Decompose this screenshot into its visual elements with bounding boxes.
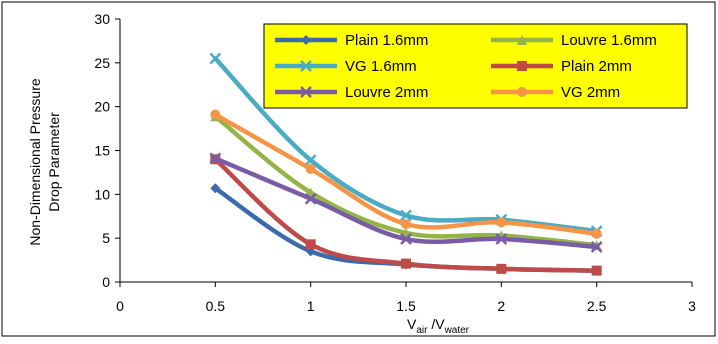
data-point	[210, 109, 221, 120]
marker-stroke	[590, 241, 603, 253]
legend-swatch-marker	[517, 87, 527, 97]
legend-label: Plain 2mm	[561, 58, 632, 75]
legend-swatch-marker	[301, 35, 311, 45]
data-point	[305, 239, 316, 250]
data-point	[495, 233, 508, 245]
series-layer	[209, 52, 603, 276]
data-point	[401, 219, 411, 230]
legend-item: VG 1.6mm	[275, 58, 417, 75]
legend-item: Louvre 2mm	[275, 84, 428, 101]
y-axis-label-line-1: Non-Dimensional Pressure	[27, 78, 43, 246]
data-point	[591, 228, 602, 239]
legend-item: Plain 2mm	[491, 58, 632, 75]
marker-stroke	[300, 86, 312, 98]
legend: Plain 1.6mm Louvre 1.6mm VG 1.6mm Plain 2mm…	[263, 23, 688, 109]
data-point	[304, 154, 317, 167]
marker-stroke	[400, 233, 412, 245]
x-axis-label-separator: /V	[427, 316, 445, 332]
data-point	[496, 217, 507, 228]
legend-label: VG 2mm	[561, 84, 620, 101]
legend-swatch-marker	[517, 61, 527, 71]
data-point	[400, 233, 412, 245]
marker-stroke	[495, 233, 508, 245]
data-point	[304, 192, 317, 205]
x-tick-label: 1	[307, 298, 315, 314]
y-tick-label: 5	[102, 230, 110, 246]
x-tick-label: 3	[688, 298, 696, 314]
x-tick-label: 1.5	[396, 298, 416, 314]
data-point	[400, 209, 412, 222]
x-tick-label: 0.5	[206, 298, 226, 314]
series-line-louvre-1-6mm	[213, 114, 599, 248]
x-axis-label-water-subscript: water	[444, 325, 470, 336]
legend-item: VG 2mm	[491, 84, 620, 101]
y-tick-label: 30	[94, 11, 110, 27]
marker-stroke	[209, 152, 222, 165]
legend-label: VG 1.6mm	[345, 58, 417, 75]
data-point	[209, 152, 222, 165]
data-point	[401, 258, 411, 269]
legend-label: Louvre 2mm	[345, 84, 428, 101]
x-tick-label: 2	[497, 298, 505, 314]
marker-stroke	[304, 192, 317, 205]
legend-label: Louvre 1.6mm	[561, 32, 657, 49]
y-tick-label: 0	[102, 274, 110, 290]
data-point	[209, 52, 222, 65]
series-louvre-2mm	[209, 152, 603, 253]
x-axis-label-v: V	[407, 316, 417, 332]
marker-stroke	[209, 52, 222, 65]
y-tick-label: 15	[94, 143, 110, 159]
y-axis-label-line-2: Drop Parameter	[46, 112, 62, 212]
marker-stroke	[304, 154, 317, 167]
marker-stroke	[300, 60, 312, 72]
legend-swatch-marker	[300, 60, 312, 72]
x-tick-label: 2.5	[587, 298, 607, 314]
data-point	[590, 241, 603, 253]
x-axis-label-air-subscript: air	[416, 325, 428, 336]
legend-item: Plain 1.6mm	[275, 32, 428, 49]
legend-label: Plain 1.6mm	[345, 32, 428, 49]
y-tick-label: 25	[94, 55, 110, 71]
x-axis-label: Vair /Vwater	[407, 316, 470, 336]
marker-stroke	[400, 209, 412, 222]
legend-swatch-marker	[300, 86, 312, 98]
y-tick-label: 20	[94, 99, 110, 115]
data-point	[591, 265, 602, 276]
data-point	[496, 263, 507, 274]
legend-item: Louvre 1.6mm	[491, 32, 657, 49]
series-vg-2mm	[210, 109, 602, 239]
axes: 0 5 10 15 20 25 30 0 0.5 1 1.5 2 2.5 3	[94, 11, 696, 314]
legend-swatch-marker	[517, 35, 527, 45]
x-tick-label: 0	[116, 298, 124, 314]
y-tick-label: 10	[94, 186, 110, 202]
data-point	[210, 183, 221, 194]
data-point	[305, 163, 316, 174]
